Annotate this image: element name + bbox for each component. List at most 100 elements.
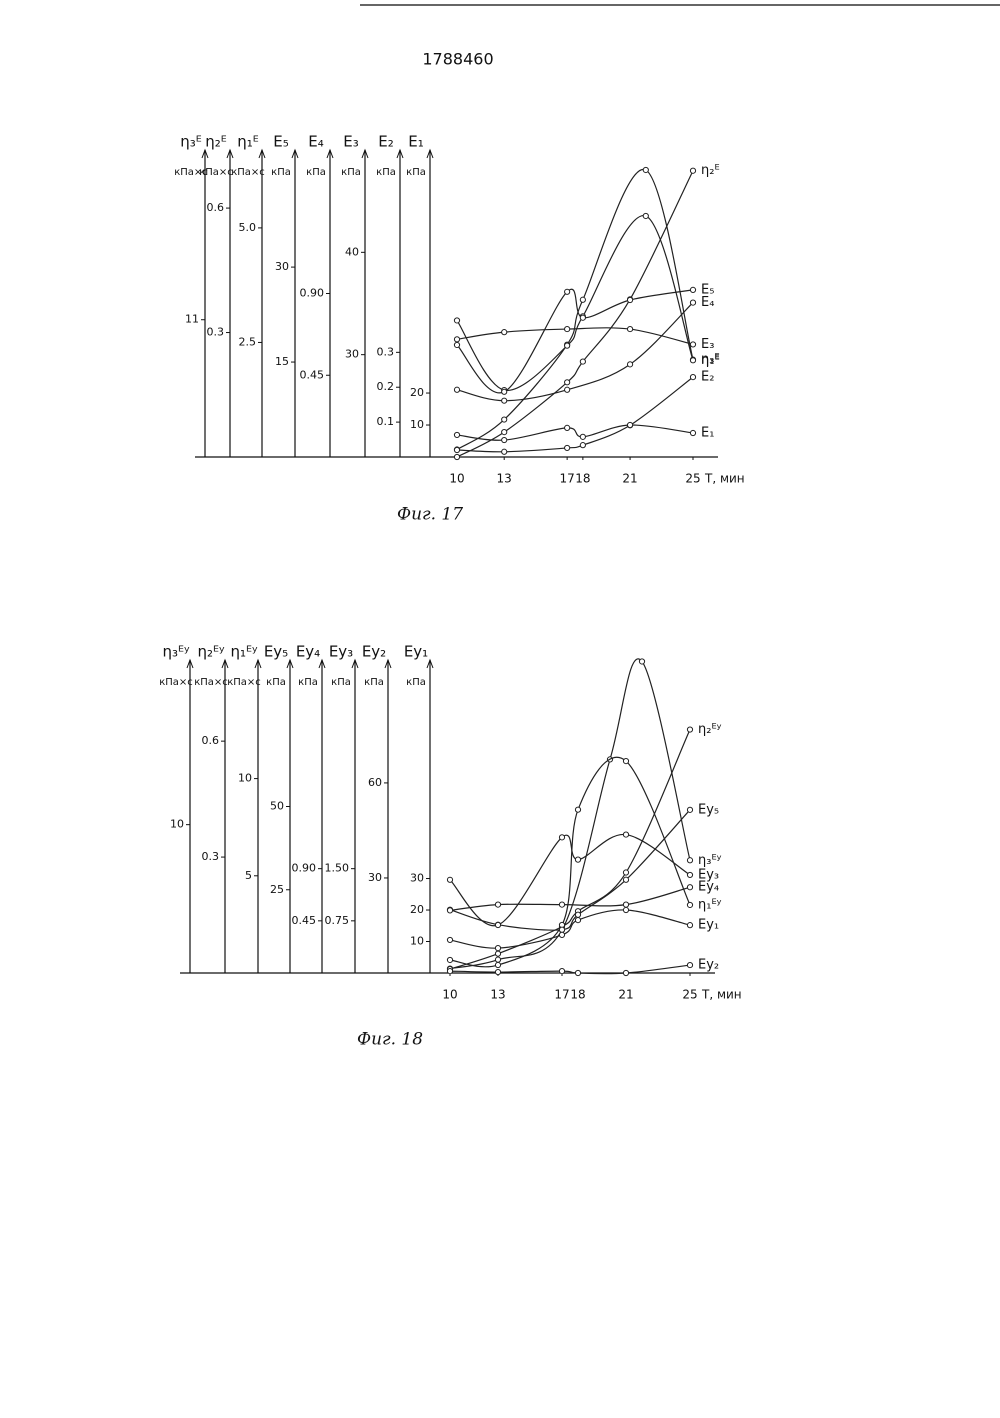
data-point — [580, 359, 585, 364]
series-line — [457, 303, 693, 401]
data-point — [639, 659, 644, 664]
data-point — [575, 970, 580, 975]
y-tick-label: 30 — [345, 348, 359, 361]
y-tick-label: 0.75 — [325, 914, 350, 927]
series-line — [457, 171, 693, 457]
data-point — [559, 902, 564, 907]
data-point — [495, 951, 500, 956]
series-label: E₃ — [701, 337, 714, 352]
y-tick-label: 1.50 — [325, 862, 350, 875]
axis-name: η₁ᴱʸ — [230, 643, 257, 661]
data-point — [559, 968, 564, 973]
data-point — [687, 885, 692, 890]
x-tick-label: 25 — [682, 988, 697, 1002]
y-tick-label: 0.3 — [202, 850, 220, 863]
data-point — [690, 300, 695, 305]
axis-name: η₂ᴱ — [205, 133, 227, 151]
x-tick-label: 13 — [497, 472, 512, 486]
data-point — [623, 870, 628, 875]
series-line — [457, 425, 693, 440]
axis-name: E₄ — [308, 133, 324, 151]
data-point — [690, 168, 695, 173]
axis-unit: кПа×с — [199, 167, 233, 178]
data-point — [565, 289, 570, 294]
y-tick-label: 50 — [270, 800, 284, 813]
series-label: Eу₅ — [698, 802, 719, 817]
y-tick-label: 10 — [238, 772, 252, 785]
axis-name: E₂ — [378, 133, 394, 151]
y-tick-label: 5 — [245, 869, 252, 882]
series-label: η₁ᴱʸ — [698, 897, 722, 912]
y-tick-label: 0.45 — [292, 914, 317, 927]
patent-page: 1788460 101317182125Т, минη₃ᴱкПа×с11η₂ᴱк… — [0, 0, 1000, 1414]
axis-unit: кПа — [266, 677, 286, 688]
data-point — [559, 835, 564, 840]
data-point — [627, 362, 632, 367]
axis-name: Eу₂ — [362, 643, 386, 661]
series-label: Eу₂ — [698, 958, 719, 973]
series-line — [457, 216, 693, 391]
data-point — [575, 807, 580, 812]
page-number: 1788460 — [422, 50, 493, 69]
data-point — [454, 387, 459, 392]
data-point — [580, 434, 585, 439]
axis-name: Eу₁ — [404, 643, 428, 661]
y-tick-label: 30 — [368, 871, 382, 884]
axis-unit: кПа — [341, 167, 361, 178]
series-line — [457, 377, 693, 452]
data-point — [454, 318, 459, 323]
figure-caption: Фиг. 17 — [397, 505, 463, 525]
page: 1788460 101317182125Т, минη₃ᴱкПа×с11η₂ᴱк… — [0, 0, 1000, 1418]
axis-name: E₃ — [343, 133, 359, 151]
y-tick-label: 10 — [170, 818, 184, 831]
series-label: η₃ᴱʸ — [698, 853, 722, 868]
data-point — [623, 902, 628, 907]
data-point — [687, 872, 692, 877]
data-point — [687, 858, 692, 863]
y-tick-label: 30 — [410, 872, 424, 885]
axis-name: η₃ᴱ — [180, 133, 202, 151]
data-point — [565, 387, 570, 392]
y-tick-label: 0.90 — [292, 862, 317, 875]
axis-unit: кПа×с — [227, 677, 261, 688]
data-point — [502, 389, 507, 394]
x-tick-label: 18 — [570, 988, 585, 1002]
data-point — [495, 946, 500, 951]
series-label: η₁ᴱ — [701, 353, 720, 368]
x-axis-label: Т, мин — [704, 472, 745, 486]
y-tick-label: 25 — [270, 883, 284, 896]
y-tick-label: 0.2 — [377, 380, 395, 393]
data-point — [565, 425, 570, 430]
axis-unit: кПа — [376, 167, 396, 178]
data-point — [687, 807, 692, 812]
axis-unit: кПа — [271, 167, 291, 178]
y-tick-label: 0.6 — [207, 201, 225, 214]
data-point — [495, 969, 500, 974]
data-point — [623, 832, 628, 837]
y-tick-label: 11 — [185, 313, 199, 326]
y-tick-label: 0.90 — [300, 287, 325, 300]
data-point — [447, 908, 452, 913]
series-label: η₂ᴱʸ — [698, 722, 722, 737]
x-axis-label: Т, мин — [701, 988, 742, 1002]
figure-caption: Фиг. 18 — [357, 1030, 423, 1050]
data-point — [575, 857, 580, 862]
y-tick-label: 20 — [410, 386, 424, 399]
series-label: Eу₃ — [698, 867, 719, 882]
data-point — [565, 326, 570, 331]
data-point — [502, 449, 507, 454]
x-tick-label: 25 — [685, 472, 700, 486]
data-point — [502, 437, 507, 442]
series-label: E₁ — [701, 426, 714, 441]
data-point — [643, 213, 648, 218]
data-point — [502, 398, 507, 403]
data-point — [687, 727, 692, 732]
data-point — [454, 342, 459, 347]
data-point — [687, 923, 692, 928]
y-tick-label: 10 — [410, 418, 424, 431]
x-tick-label: 18 — [575, 472, 590, 486]
series-line — [450, 757, 690, 967]
axis-unit: кПа — [331, 677, 351, 688]
data-point — [580, 315, 585, 320]
y-tick-label: 10 — [410, 935, 424, 948]
